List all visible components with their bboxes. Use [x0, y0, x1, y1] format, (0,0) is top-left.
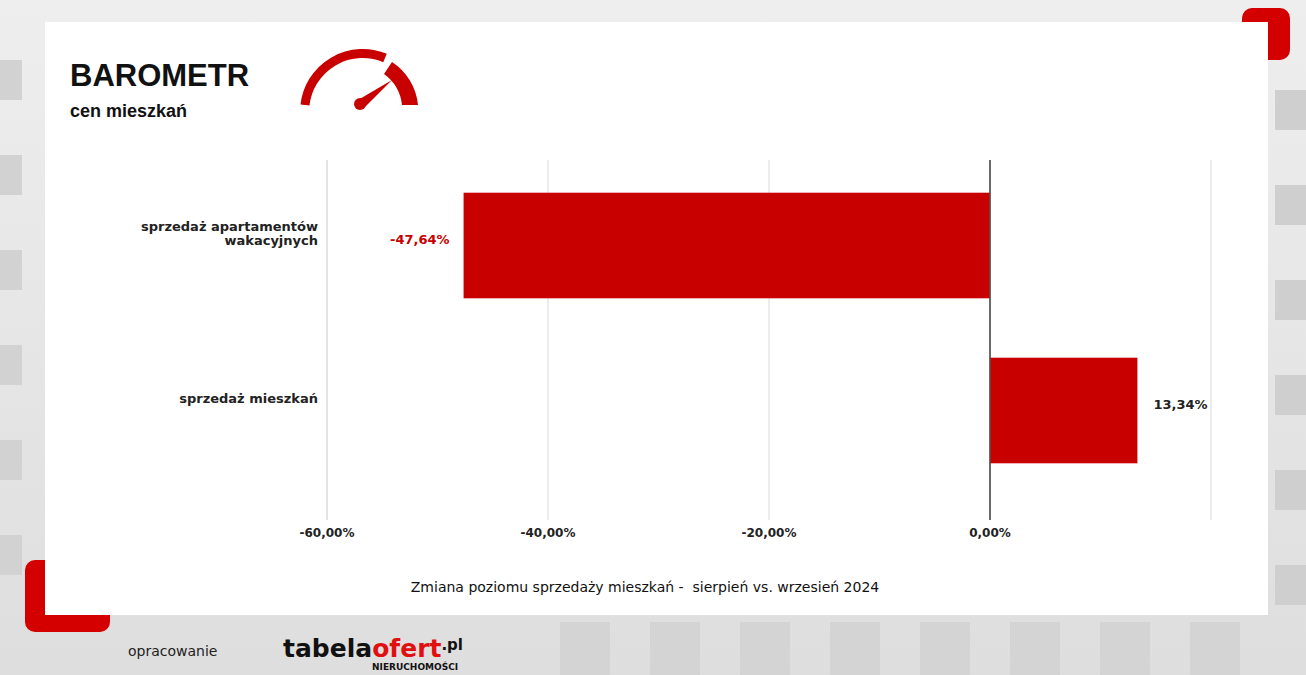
window-shape	[1275, 375, 1306, 415]
window-shape	[650, 622, 700, 675]
subtitle: cen mieszkań	[70, 101, 187, 121]
title: BAROMETR	[70, 58, 249, 93]
window-shape	[0, 345, 22, 385]
window-shape	[1275, 565, 1306, 605]
logo: tabelaofert.pl	[283, 634, 463, 663]
logo-caption: NIERUCHOMOŚCI	[372, 661, 458, 672]
card	[45, 22, 1268, 615]
window-shape	[1010, 622, 1060, 675]
logo-part: .pl	[441, 636, 463, 654]
category-label-line: sprzedaż apartamentów	[141, 219, 318, 234]
axis-title: Zmiana poziomu sprzedaży mieszkań - sier…	[411, 579, 880, 595]
window-shape	[1275, 185, 1306, 225]
zero-line	[989, 160, 990, 520]
tick-label: -20,00%	[742, 526, 797, 540]
window-shape	[920, 622, 970, 675]
axis-end-line	[1211, 160, 1212, 520]
source-label: opracowanie	[128, 643, 217, 659]
window-shape	[830, 622, 880, 675]
tick-label: -40,00%	[521, 526, 576, 540]
window-shape	[740, 622, 790, 675]
bar	[990, 358, 1137, 464]
tick-label: -60,00%	[300, 526, 355, 540]
gauge-arc	[384, 62, 418, 105]
category-label-line: sprzedaż mieszkań	[179, 391, 318, 406]
grid	[327, 160, 1211, 520]
tick-label: 0,00%	[969, 526, 1011, 540]
axis-end-line	[327, 160, 328, 520]
window-shape	[0, 440, 22, 480]
category-label: sprzedaż mieszkań	[179, 391, 318, 406]
window-shape	[1190, 622, 1240, 675]
window-shape	[1275, 280, 1306, 320]
window-shape	[1275, 90, 1306, 130]
data-label: 13,34%	[1153, 397, 1207, 412]
gauge-hub	[354, 98, 366, 110]
page: BAROMETR cen mieszkań -60,00% -40,00% -20,00…	[0, 0, 1306, 675]
window-shape	[0, 535, 22, 575]
gauge-icon	[305, 54, 418, 110]
grid-line	[327, 160, 328, 520]
window-shape	[560, 622, 610, 675]
data-label: -47,64%	[390, 232, 450, 247]
bar	[464, 193, 990, 299]
window-shape	[0, 155, 22, 195]
category-label-line: wakacyjnych	[224, 233, 318, 248]
logo-part: ofert	[372, 634, 441, 663]
zero-line	[989, 160, 990, 520]
window-shape	[0, 60, 22, 100]
window-shape	[0, 250, 22, 290]
window-shape	[1275, 470, 1306, 510]
logo-part: tabela	[283, 634, 372, 663]
bars	[464, 193, 1138, 464]
category-label: sprzedaż apartamentówwakacyjnych	[141, 219, 318, 248]
window-shape	[1100, 622, 1150, 675]
